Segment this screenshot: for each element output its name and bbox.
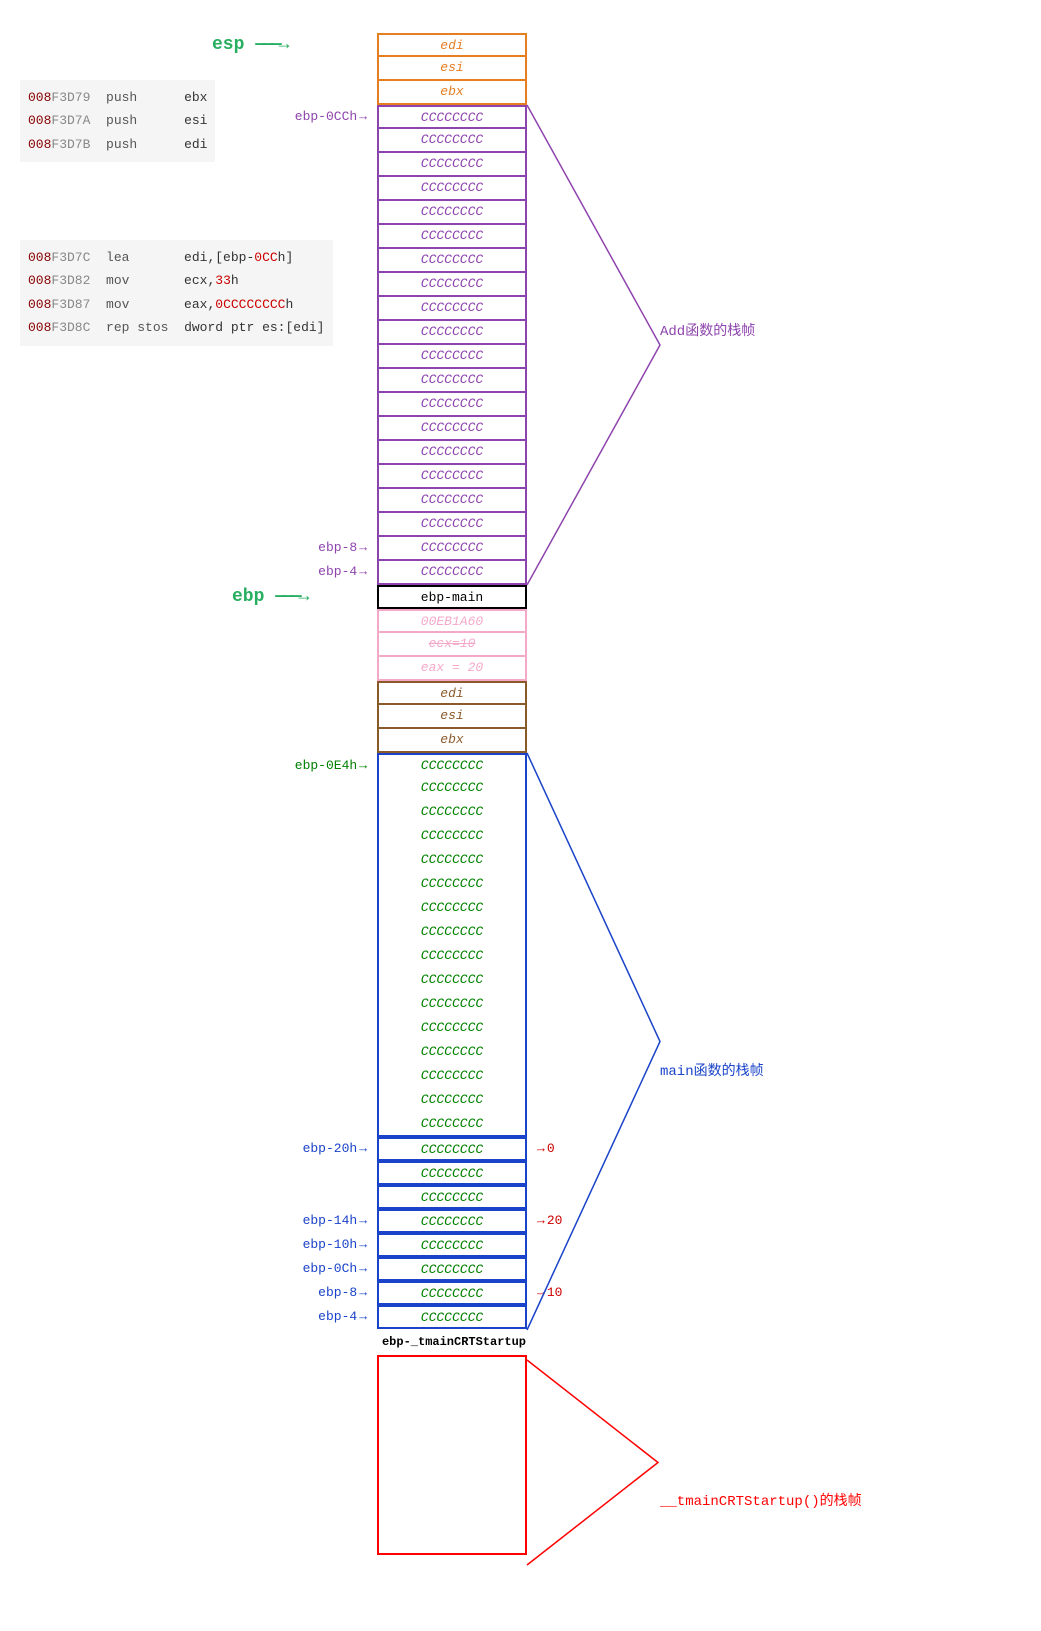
cell-esi: esi	[377, 57, 527, 81]
cell-ebx-2: ebx	[377, 729, 527, 753]
pointer-ebp_0cc: ebp-0CCh	[295, 106, 367, 128]
cell-cc-main: CCCCCCCC	[377, 993, 527, 1017]
pointer-ebp_20: ebp-20h	[303, 1138, 367, 1160]
cell-retaddr: 00EB1A60	[377, 609, 527, 633]
below-label: ebp-_tmainCRTStartup	[379, 1331, 529, 1353]
cell-ecx: ecx=10	[377, 633, 527, 657]
cell-cc-add: CCCCCCCC	[377, 489, 527, 513]
cell-cc-add: CCCCCCCCebp-0CCh	[377, 105, 527, 129]
cell-cc-add: CCCCCCCC	[377, 369, 527, 393]
cell-cc-main: CCCCCCCC	[377, 1113, 527, 1137]
annotation: 10	[537, 1282, 562, 1304]
cell-ebx: ebx	[377, 81, 527, 105]
cell-cc-add: CCCCCCCC	[377, 177, 527, 201]
pointer-ebp_0e4: ebp-0E4h	[295, 755, 367, 777]
asm-code-block-2: 008F3D7C lea edi,[ebp-0CCh]008F3D82 mov …	[20, 240, 333, 346]
annotation: 0	[537, 1138, 555, 1160]
cell-cc-add: CCCCCCCC	[377, 513, 527, 537]
cell-cc-main: CCCCCCCCebp-0E4h	[377, 753, 527, 777]
cell-cc-add: CCCCCCCC	[377, 273, 527, 297]
pointer-ebp_4_b: ebp-4	[318, 1306, 367, 1328]
cell-cc-main: CCCCCCCC	[377, 873, 527, 897]
cell-cc-main: CCCCCCCC	[377, 945, 527, 969]
frame-label-add: Add函数的栈帧	[660, 320, 755, 340]
cell-cc-main: CCCCCCCC	[377, 1017, 527, 1041]
cell-cc-main-div: CCCCCCCC	[377, 1185, 527, 1209]
cell-cc-add: CCCCCCCC	[377, 321, 527, 345]
cell-cc-add: CCCCCCCC	[377, 297, 527, 321]
cell-cc-main: CCCCCCCC	[377, 849, 527, 873]
cell-cc-main: CCCCCCCC	[377, 1041, 527, 1065]
cell-cc-add: CCCCCCCC	[377, 465, 527, 489]
cell-edi: ediesp ———→	[377, 33, 527, 57]
frame-label-crt: __tmainCRTStartup()的栈帧	[660, 1490, 862, 1510]
cell-cc-add: CCCCCCCC	[377, 417, 527, 441]
cell-cc-main-div: CCCCCCCCebp-4ebp-_tmainCRTStartup	[377, 1305, 527, 1329]
cell-cc-add: CCCCCCCC	[377, 129, 527, 153]
cell-cc-main: CCCCCCCC	[377, 825, 527, 849]
cell-cc-add: CCCCCCCC	[377, 249, 527, 273]
crt-frame-box	[377, 1355, 527, 1555]
cell-cc-main-div: CCCCCCCCebp-10h	[377, 1233, 527, 1257]
pointer-ebp_0c: ebp-0Ch	[303, 1258, 367, 1280]
cell-cc-main: CCCCCCCC	[377, 777, 527, 801]
pointer-ebp_14: ebp-14h	[303, 1210, 367, 1232]
cell-cc-main: CCCCCCCC	[377, 1065, 527, 1089]
cell-eax: eax = 20	[377, 657, 527, 681]
cell-cc-add: CCCCCCCC	[377, 153, 527, 177]
pointer-ebp_4_p: ebp-4	[318, 561, 367, 583]
cell-ebp-main: ebp-mainebp ———→	[377, 585, 527, 609]
cell-cc-main-div: CCCCCCCC	[377, 1161, 527, 1185]
cell-cc-main: CCCCCCCC	[377, 801, 527, 825]
cell-cc-add: CCCCCCCC	[377, 345, 527, 369]
cell-cc-main-div: CCCCCCCCebp-20h0	[377, 1137, 527, 1161]
cell-edi-2: edi	[377, 681, 527, 705]
cell-cc-add: CCCCCCCC	[377, 393, 527, 417]
pointer-ebp_8_p: ebp-8	[318, 537, 367, 559]
pointer-ebp: ebp ———→	[232, 586, 306, 608]
cell-cc-main-div: CCCCCCCCebp-0Ch	[377, 1257, 527, 1281]
cell-cc-main-div: CCCCCCCCebp-14h20	[377, 1209, 527, 1233]
asm-code-block-1: 008F3D79 push ebx008F3D7A push esi008F3D…	[20, 80, 215, 162]
annotation: 20	[537, 1210, 562, 1232]
cell-cc-add: CCCCCCCCebp-8	[377, 537, 527, 561]
pointer-esp: esp ———→	[212, 34, 286, 56]
cell-cc-main: CCCCCCCC	[377, 969, 527, 993]
cell-cc-add: CCCCCCCCebp-4	[377, 561, 527, 585]
cell-cc-add: CCCCCCCC	[377, 441, 527, 465]
pointer-ebp_10: ebp-10h	[303, 1234, 367, 1256]
cell-cc-add: CCCCCCCC	[377, 201, 527, 225]
cell-cc-add: CCCCCCCC	[377, 225, 527, 249]
cell-cc-main: CCCCCCCC	[377, 897, 527, 921]
cell-cc-main-div: CCCCCCCCebp-810	[377, 1281, 527, 1305]
cell-cc-main: CCCCCCCC	[377, 921, 527, 945]
pointer-ebp_8_b: ebp-8	[318, 1282, 367, 1304]
frame-label-main: main函数的栈帧	[660, 1060, 764, 1080]
stack-diagram: ediesp ———→esiebxCCCCCCCCebp-0CChCCCCCCC…	[377, 33, 527, 1555]
cell-esi-2: esi	[377, 705, 527, 729]
cell-cc-main: CCCCCCCC	[377, 1089, 527, 1113]
